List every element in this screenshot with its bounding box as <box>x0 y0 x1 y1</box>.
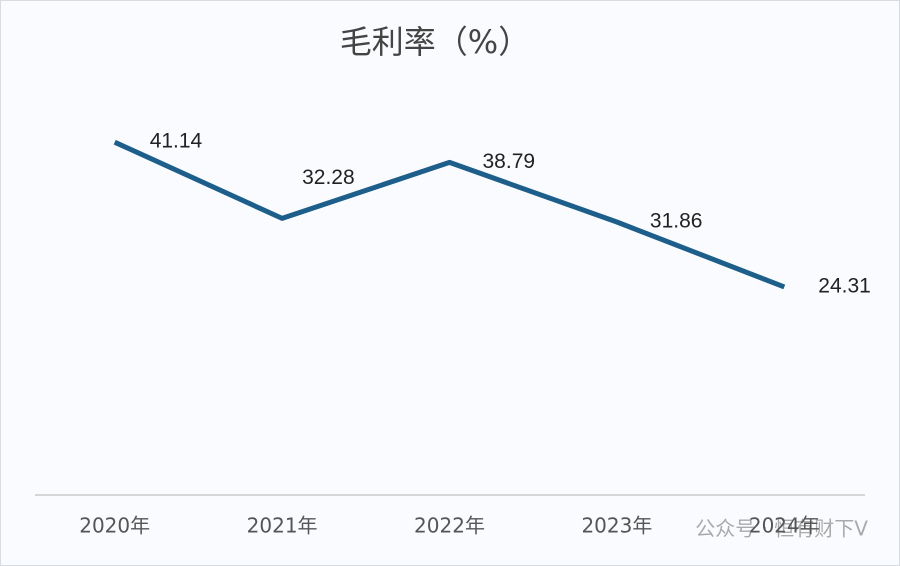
x-tick-label: 2024年 <box>749 514 820 538</box>
chart-title: 毛利率（%） <box>340 23 530 61</box>
data-label: 31.86 <box>650 210 703 233</box>
data-label: 32.28 <box>302 166 355 189</box>
watermark: 公众号 · 恒有财下V <box>695 517 868 541</box>
data-label: 24.31 <box>818 274 871 297</box>
x-tick-label: 2020年 <box>79 514 150 538</box>
data-label: 38.79 <box>483 150 536 173</box>
x-tick-label: 2023年 <box>581 514 652 538</box>
data-label: 41.14 <box>150 130 203 153</box>
line <box>113 139 786 290</box>
x-tick-label: 2022年 <box>414 514 485 538</box>
x-tick-label: 2021年 <box>247 514 318 538</box>
